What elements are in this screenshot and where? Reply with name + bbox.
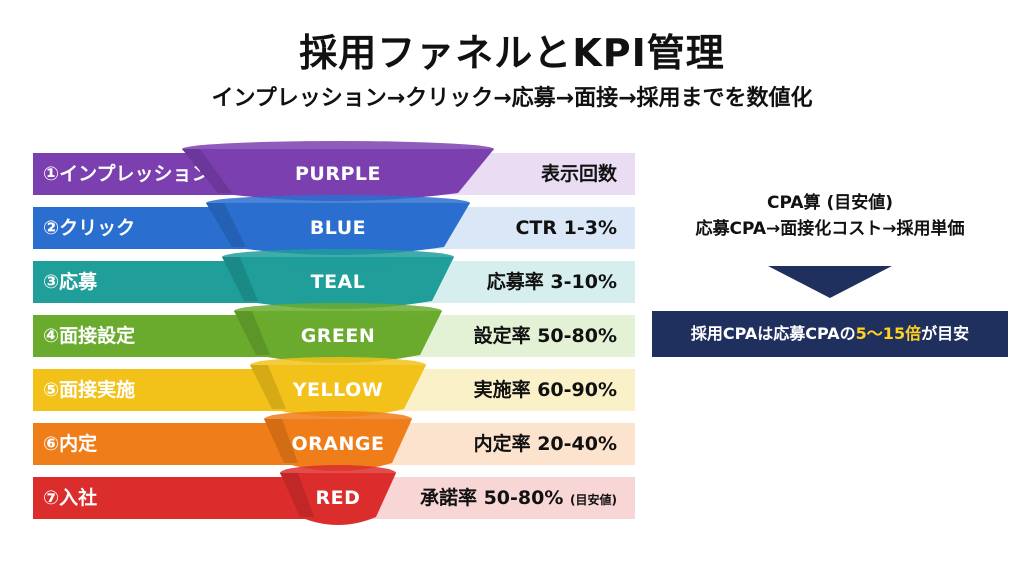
- funnel-segment-label: PURPLE: [295, 163, 381, 185]
- cpa-summary-box: 採用CPAは応募CPAの5〜15倍が目安: [652, 311, 1008, 357]
- stage-metric-note: (目安値): [570, 493, 617, 507]
- stage-metric: 応募率 3-10%: [487, 261, 617, 303]
- funnel-segment-label: ORANGE: [291, 433, 385, 455]
- cpa-heading: CPA算 (目安値): [767, 193, 893, 213]
- stage-metric: 表示回数: [541, 153, 617, 195]
- cpa-panel: CPA算 (目安値) 応募CPA→面接化コスト→採用単価: [650, 190, 1010, 242]
- stage-label: ⑤面接実施: [43, 379, 136, 401]
- stage-metric-value: CTR 1-3%: [515, 217, 617, 239]
- stage-label: ⑦入社: [43, 487, 98, 509]
- stage-label: ⑥内定: [43, 433, 98, 455]
- funnel-segment-label: GREEN: [300, 325, 376, 347]
- stage-label: ②クリック: [43, 217, 136, 239]
- stage-metric: 承諾率 50-80% (目安値): [420, 477, 617, 519]
- page-subtitle: インプレッション→クリック→応募→面接→採用までを数値化: [211, 86, 813, 111]
- cpa-box-highlight: 5〜15倍: [855, 324, 922, 343]
- cpa-box-suffix: が目安: [921, 324, 970, 343]
- cpa-flow: 応募CPA→面接化コスト→採用単価: [695, 219, 965, 239]
- cpa-box-prefix: 採用CPAは応募CPAの: [690, 324, 856, 343]
- stage-metric-value: 内定率 20-40%: [473, 433, 617, 455]
- stage-label: ④面接設定: [43, 325, 136, 347]
- stage-metric: 実施率 60-90%: [474, 369, 617, 411]
- funnel-segment-label: RED: [315, 487, 361, 509]
- stage-label: ③応募: [43, 271, 98, 293]
- stage-metric: 設定率 50-80%: [474, 315, 617, 357]
- stage-metric-value: 承諾率 50-80%: [419, 487, 564, 509]
- stage-metric: CTR 1-3%: [515, 207, 617, 249]
- stage-metric-value: 設定率 50-80%: [473, 325, 617, 347]
- stage-metric: 内定率 20-40%: [474, 423, 617, 465]
- funnel-segment-label: YELLOW: [292, 379, 384, 401]
- funnel-segment-label: BLUE: [309, 217, 367, 239]
- page-title: 採用ファネルとKPI管理: [299, 31, 725, 75]
- stage-metric-value: 表示回数: [540, 163, 617, 185]
- stage-label: ①インプレッション: [43, 163, 211, 185]
- funnel-segment-label: TEAL: [310, 271, 366, 293]
- stage-metric-value: 応募率 3-10%: [486, 271, 617, 293]
- stage-metric-value: 実施率 60-90%: [473, 379, 617, 401]
- down-arrow-icon: [768, 266, 892, 298]
